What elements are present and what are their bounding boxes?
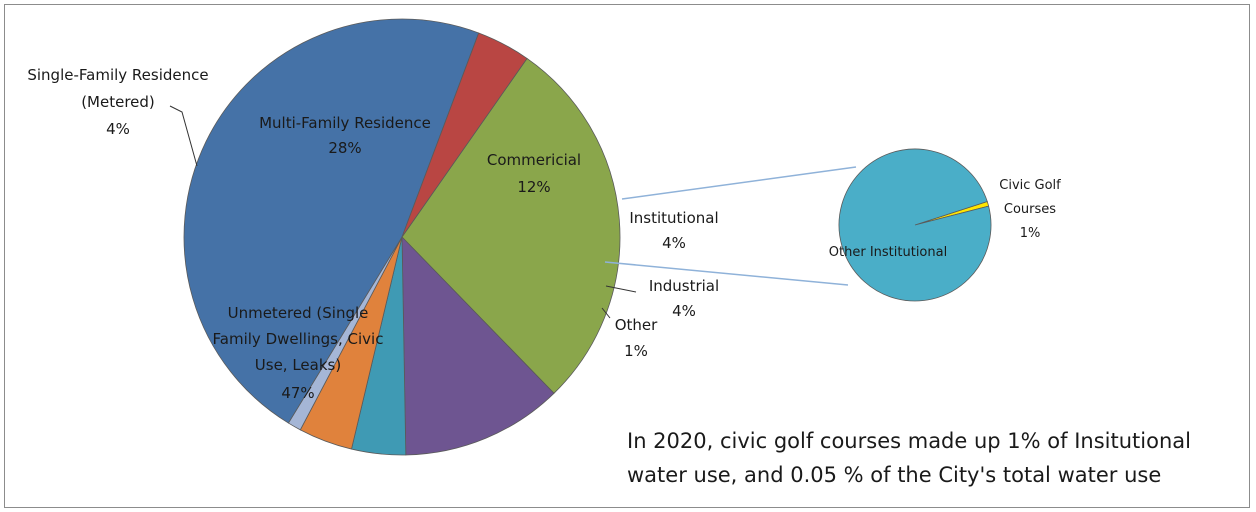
leader-line-other	[601, 307, 611, 319]
label-multi-family-pct: 28%	[328, 139, 361, 157]
slice-single-family-residence-metered	[401, 32, 528, 238]
label-single-family-2: (Metered)	[81, 93, 155, 111]
label-industrial: Industrial	[649, 277, 719, 295]
label-institutional-pct: 4%	[662, 234, 686, 252]
label-unmetered-3: Use, Leaks)	[255, 356, 341, 374]
label-commercial-pct: 12%	[517, 178, 550, 196]
label-industrial-pct: 4%	[672, 302, 696, 320]
label-unmetered-pct: 47%	[281, 384, 314, 402]
label-single-family-pct: 4%	[106, 120, 130, 138]
label-civic-golf-2: Courses	[1004, 202, 1056, 217]
label-institutional: Institutional	[629, 209, 718, 227]
leader-line-industrial	[605, 285, 637, 293]
slice-commericial	[401, 235, 555, 456]
label-other-institutional: Other Institutional	[829, 245, 947, 260]
slice-multi-family-residence	[401, 57, 621, 394]
label-other-pct: 1%	[624, 342, 648, 360]
slice-other-institutional	[838, 148, 992, 302]
sub-pie	[838, 148, 992, 302]
label-commercial: Commericial	[487, 151, 581, 169]
leader-line-single-family	[169, 105, 198, 167]
label-other: Other	[615, 316, 658, 334]
annotation-line-2: water use, and 0.05 % of the City's tota…	[627, 463, 1161, 487]
label-unmetered: Unmetered (Single	[228, 304, 369, 322]
main-pie	[183, 18, 621, 456]
connector-line-top	[621, 166, 857, 200]
label-single-family: Single-Family Residence	[27, 66, 208, 84]
slice-unmetered-single-family-dwellings-civic-use-leaks	[183, 18, 480, 424]
label-multi-family: Multi-Family Residence	[259, 114, 431, 132]
connector-line-bottom	[604, 261, 849, 286]
label-civic-golf-pct: 1%	[1020, 226, 1041, 241]
label-unmetered-2: Family Dwellings, Civic	[213, 330, 384, 348]
label-civic-golf: Civic Golf	[999, 178, 1061, 193]
annotation-line-1: In 2020, civic golf courses made up 1% o…	[627, 429, 1191, 453]
